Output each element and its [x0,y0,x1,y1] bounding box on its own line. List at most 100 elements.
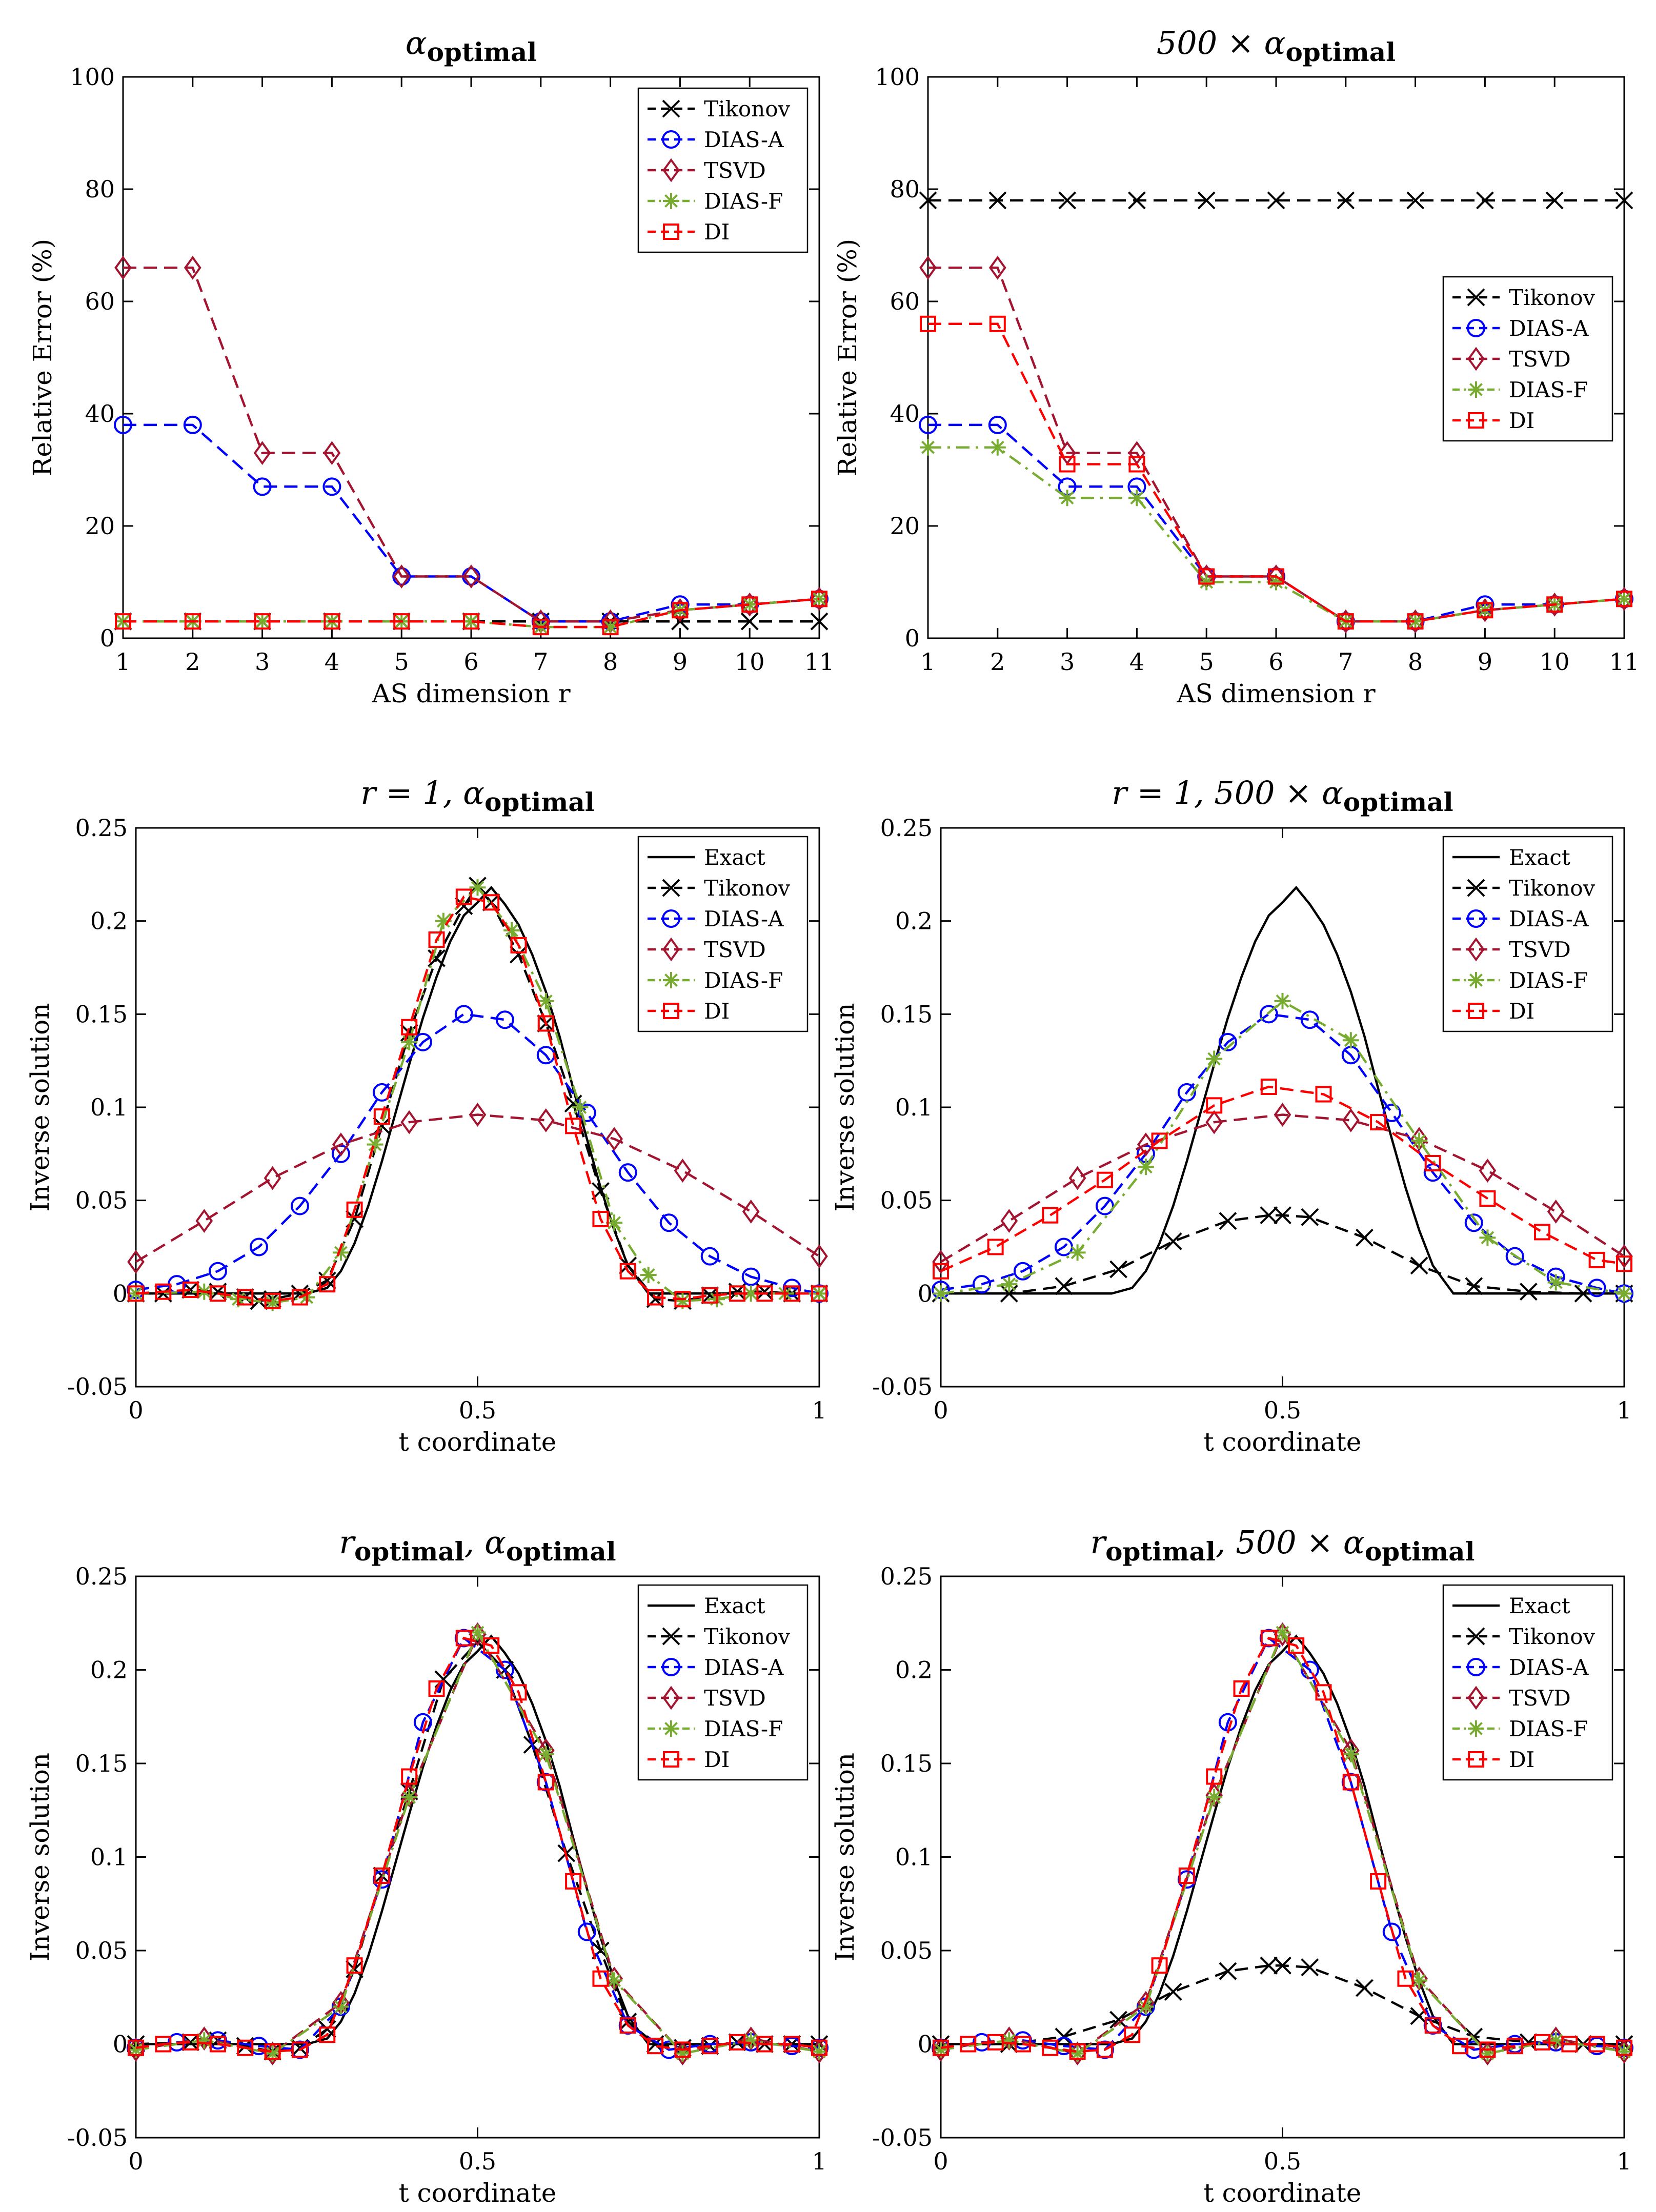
data-point [1059,456,1076,473]
legend-label: DIAS-F [1509,1716,1588,1741]
data-point [1407,613,1424,630]
data-point [537,1774,554,1791]
series-line [940,1085,1625,1272]
data-point [1616,2043,1632,2060]
data-point [537,992,554,1009]
data-point [741,596,758,613]
y-tick-label: -0.05 [67,1373,128,1401]
data-point [463,613,479,630]
data-point [1476,191,1494,210]
legend-label: DIAS-F [704,968,783,993]
data-point [729,2034,746,2051]
data-point [565,1118,582,1134]
data-point [756,2036,773,2053]
data-point [989,439,1006,456]
data-point [469,1624,486,1641]
data-point [1406,609,1424,634]
y-tick-label: 0.25 [880,1562,933,1590]
data-point [495,1010,514,1029]
data-point [469,1622,487,1647]
data-point [128,1285,144,1302]
series-line [941,1964,1624,2045]
legend-item: TSVD [648,158,766,183]
legend-marker [662,1627,680,1646]
data-point [729,1285,746,1302]
legend-box [637,836,809,1032]
data-point [1128,490,1145,506]
legend-label: DI [1509,999,1534,1024]
legend-item: DI [1452,1747,1534,1772]
data-point [469,1103,487,1127]
series-tsvd [127,1103,828,1274]
data-point [291,2041,308,2058]
series-line [941,885,1624,1295]
legend-item: DIAS-F [648,189,783,214]
data-point [249,2037,268,2056]
chart-title: r = 1, αoptimal [360,774,594,817]
data-point [332,1132,350,1157]
data-point [960,2036,977,2053]
data-point [1095,1196,1114,1215]
data-point [1268,568,1284,585]
y-tick-label: 0 [918,1280,933,1307]
data-point [209,1285,226,1302]
data-point [618,1163,637,1182]
data-point [181,2033,200,2052]
x-tick-label: 3 [1060,648,1075,676]
legend-marker [1467,1658,1485,1676]
legend-label: DI [1509,408,1534,433]
data-point [741,596,758,613]
x-tick-label: 3 [255,648,270,676]
data-point [182,1282,199,1298]
legend-label: DI [1509,1747,1534,1772]
data-point [659,1213,678,1232]
legend-label: Tikonov [704,1624,791,1649]
legend-marker [662,879,680,897]
data-point [674,1159,692,1183]
data-point [1164,1232,1182,1251]
series-dias-a [932,1005,1633,1303]
data-point [1452,2038,1469,2055]
legend-label: Tikonov [1509,285,1596,310]
legend-label: DIAS-A [704,127,784,152]
data-point [455,897,473,916]
data-point [572,1099,589,1115]
legend-label: Tikonov [1509,876,1596,901]
data-point [1546,596,1563,613]
legend-item: DI [648,999,730,1024]
legend-label: Tikonov [704,876,791,901]
data-point [1128,456,1145,473]
data-point [324,613,340,630]
data-point [674,1291,691,1308]
data-point [1534,1224,1551,1241]
x-tick-label: 10 [1540,648,1570,676]
data-point [1616,591,1632,607]
data-point [1069,1244,1086,1261]
data-point [972,1275,991,1294]
data-point [811,1285,827,1302]
y-tick-label: 40 [890,400,920,428]
legend-item: TSVD [648,1686,766,1711]
data-point [742,2032,759,2049]
legend-marker [1468,1720,1484,1737]
data-point [254,613,271,630]
data-point [1616,2039,1632,2056]
data-point [565,1873,582,1890]
data-point [1001,2032,1018,2049]
legend-label: TSVD [1509,937,1571,962]
x-tick-label: 10 [735,648,765,676]
data-point [1274,1103,1291,1127]
data-point [1337,613,1354,630]
data-point [811,1244,828,1269]
series-line [135,895,819,1303]
legend-box [1442,836,1613,1032]
legend-marker [1468,412,1484,429]
data-point [537,1108,555,1132]
legend-marker [662,130,680,149]
data-point [1013,1262,1032,1281]
legend-item: DI [1452,408,1534,433]
y-tick-label: -0.05 [872,1373,933,1401]
legend-label: Tikonov [1509,1624,1596,1649]
y-axis-label: Inverse solution [25,1003,55,1211]
data-point [701,2038,718,2055]
